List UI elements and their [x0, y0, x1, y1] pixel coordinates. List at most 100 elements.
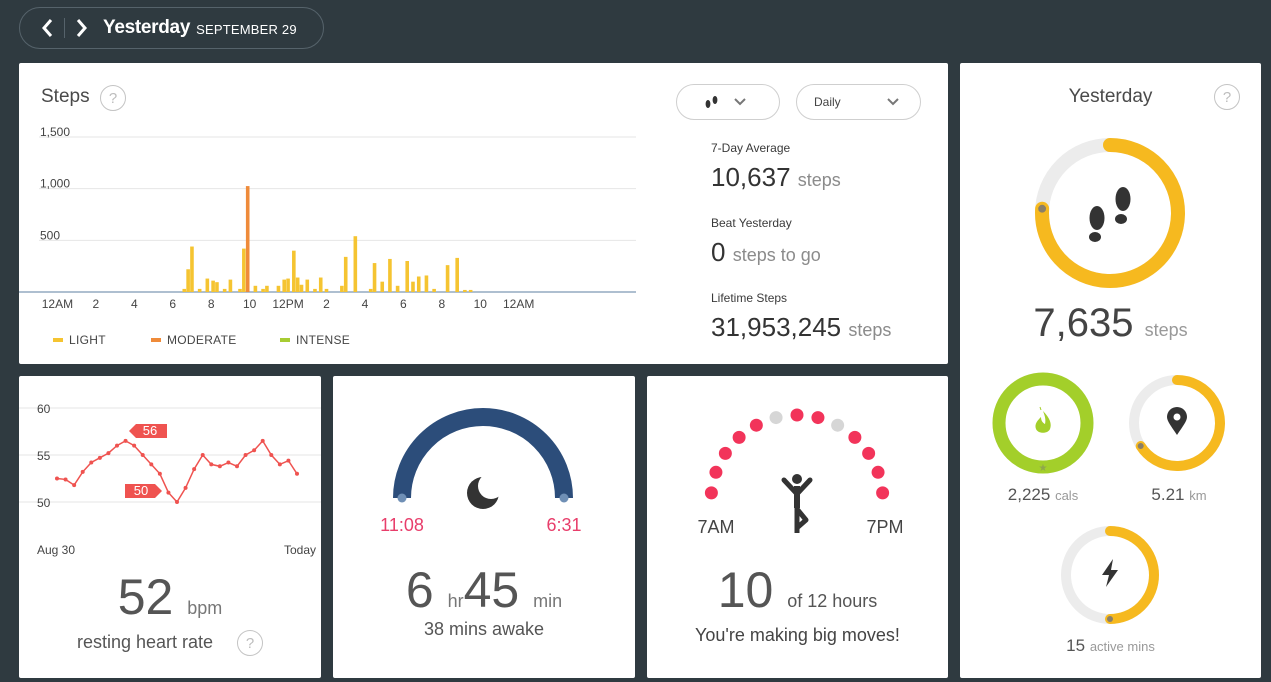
lifetime-steps-label: Lifetime Steps [711, 291, 788, 305]
step-bar-light [455, 257, 459, 292]
step-bar-moderate [245, 186, 250, 292]
ring-end-marker [1107, 616, 1113, 622]
step-bar-light [368, 288, 373, 292]
goal-rings: ★ [992, 138, 1225, 624]
chevron-left-icon [42, 19, 53, 37]
step-bar-light [286, 278, 290, 292]
x-tick-label: 12AM [42, 297, 73, 311]
active-hour-dot [790, 408, 804, 422]
steps-help-button[interactable]: ? [100, 85, 126, 111]
step-bar-light [340, 285, 344, 292]
active-hour-dot [709, 465, 723, 479]
resting-heart-rate-label: resting heart rate [77, 632, 214, 652]
x-tick-label: 10 [243, 297, 257, 311]
active-hour-dot [704, 486, 718, 500]
distance-goal-ring[interactable] [1129, 375, 1225, 471]
step-bar-light [405, 261, 410, 292]
step-bar-light [292, 250, 296, 292]
step-bar-light [380, 281, 385, 292]
sleep-arc: 11:08 6:31 [380, 408, 582, 535]
heart-rate-point [166, 490, 171, 495]
seven-day-average-label: 7-Day Average [711, 141, 791, 155]
heart-rate-line [56, 439, 298, 504]
active-hour-dot [871, 465, 885, 479]
step-bar-light [324, 288, 329, 292]
heart-rate-help-button[interactable]: ? [237, 630, 263, 656]
sleep-start-marker [397, 493, 407, 503]
step-bar-light [190, 246, 194, 292]
active-minutes-total: 15 active mins [1066, 636, 1155, 655]
yesterday-summary-card: Yesterday ? ★ 7,635 steps 2,225 cals 5.2… [960, 63, 1261, 678]
yesterday-help-button[interactable]: ? [1214, 84, 1240, 110]
low-value-callout: 50 [125, 483, 162, 498]
previous-day-button[interactable] [30, 8, 64, 48]
legend-light-swatch [53, 338, 63, 342]
heart-rate-point [295, 471, 299, 476]
hourly-start-label: 7AM [697, 517, 734, 537]
x-tick-label: 6 [400, 297, 407, 311]
activity-type-dropdown[interactable] [676, 84, 780, 120]
step-bar-light [318, 277, 323, 292]
heart-rate-card: 60 55 50 56 50 Aug 30 Today 52 bpm resting… [19, 376, 321, 678]
x-tick-label: 4 [362, 297, 369, 311]
sleep-duration: 6 hr45 min [405, 562, 563, 618]
heart-rate-point [252, 448, 257, 453]
legend-intense-swatch [280, 338, 290, 342]
heart-rate-point [55, 476, 59, 481]
step-bar-light [197, 288, 202, 292]
chevron-down-icon [734, 98, 746, 106]
heart-rate-point [89, 460, 94, 465]
ring-progress [1035, 138, 1185, 288]
heart-rate-point [63, 477, 68, 482]
steps-goal-ring[interactable] [1035, 138, 1185, 288]
star-icon: ★ [1039, 463, 1048, 474]
sleep-end-marker [559, 493, 569, 503]
sleep-end-time: 6:31 [546, 515, 581, 535]
heart-rate-point [72, 483, 77, 488]
step-bar-light [261, 288, 265, 292]
x-start-label: Aug 30 [37, 543, 75, 557]
date-navigator: Yesterday SEPTEMBER 29 [19, 7, 324, 49]
heart-rate-point [277, 462, 282, 467]
inactive-hour-dot [769, 411, 783, 425]
next-day-button[interactable] [65, 8, 99, 48]
ring-end-marker [1038, 204, 1047, 213]
heart-rate-point [226, 460, 231, 465]
heart-rate-point [192, 467, 197, 472]
step-bar-light [313, 288, 317, 292]
hourly-message: You're making big moves! [695, 625, 900, 645]
moon-icon [467, 473, 504, 509]
x-tick-label: 4 [131, 297, 138, 311]
step-bar-light [282, 279, 287, 292]
resting-heart-rate-value: 52 bpm [117, 569, 223, 625]
steps-title: Steps [41, 86, 90, 107]
chevron-right-icon [76, 19, 87, 37]
active-minutes-goal-ring[interactable] [1061, 526, 1159, 624]
hourly-activity-card: 7AM 7PM 10 of 12 hours You're making big… [647, 376, 948, 678]
steps-chart: 1,500 1,000 500 12AM 2 4 6 8 10 12PM 2 4 6 8 10 12AM [19, 125, 636, 311]
calories-goal-ring[interactable] [992, 372, 1094, 474]
step-bar-light [242, 248, 246, 292]
footprints-icon [1089, 187, 1131, 242]
heart-rate-chart: 60 55 50 56 50 Aug 30 Today [19, 402, 321, 557]
svg-text:50: 50 [134, 483, 148, 498]
period-dropdown[interactable]: Daily [796, 84, 921, 120]
ring-progress [1105, 526, 1159, 624]
high-value-callout: 56 [129, 423, 167, 438]
lightning-icon [1102, 559, 1118, 587]
heart-rate-point [286, 458, 291, 463]
heart-rate-point [115, 443, 119, 448]
step-bar-light [468, 289, 473, 292]
active-hour-dot [848, 430, 862, 444]
ring-end-marker [1137, 443, 1144, 450]
sleep-start-time: 11:08 [380, 515, 424, 535]
step-bar-light [265, 285, 269, 292]
footprints-icon [705, 96, 718, 108]
distance-total: 5.21 km [1151, 485, 1207, 504]
heart-rate-point [80, 469, 85, 474]
x-tick-label: 12PM [272, 297, 303, 311]
x-tick-label: 6 [169, 297, 176, 311]
person-activity-icon [781, 474, 813, 533]
step-bar-light [211, 280, 215, 292]
yesterday-title: Yesterday [1068, 86, 1153, 107]
